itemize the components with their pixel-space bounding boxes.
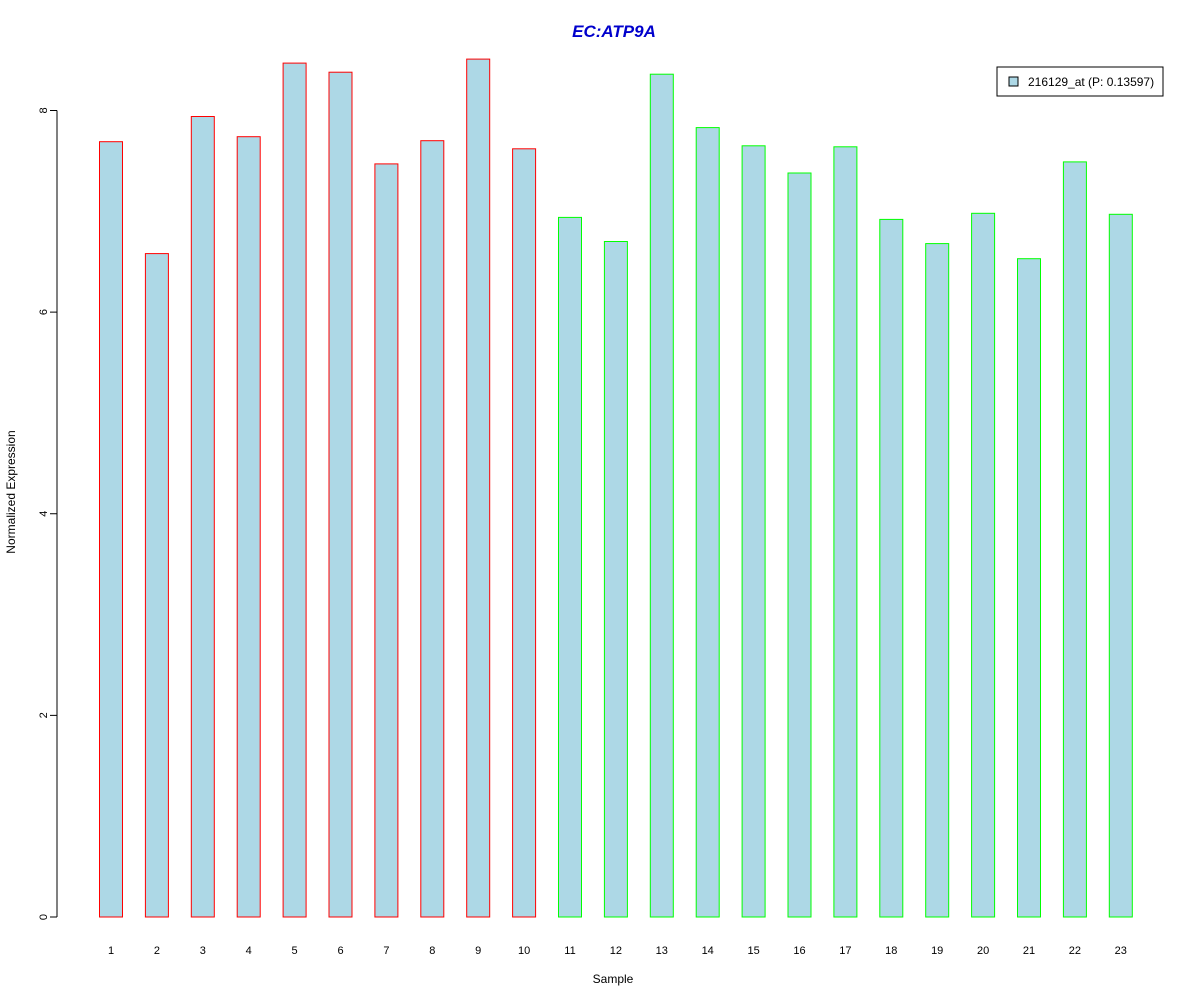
bar-sample-19 <box>925 243 950 918</box>
legend-swatch <box>1008 76 1019 87</box>
bar-sample-20 <box>971 212 996 918</box>
x-tick-label: 11 <box>564 945 575 957</box>
x-tick-label: 5 <box>292 945 298 957</box>
x-tick-label: 3 <box>200 945 206 957</box>
x-tick-label: 16 <box>793 945 805 957</box>
bar-sample-9 <box>466 58 491 918</box>
y-axis: 0 2 4 6 8 <box>38 107 58 920</box>
bar-sample-2 <box>144 253 169 918</box>
x-tick-label: 14 <box>702 945 714 957</box>
bar-sample-17 <box>833 146 858 918</box>
x-tick-label: 6 <box>337 945 343 957</box>
x-tick-label: 1 <box>108 945 114 957</box>
y-tick-label: 2 <box>38 712 50 718</box>
x-tick-labels: 1 2 3 4 5 6 7 8 9 10 11 12 13 14 15 16 17 18 19 20 21 22 23 <box>108 945 1127 957</box>
x-axis-label: Sample <box>593 972 634 986</box>
bar-sample-16 <box>787 172 812 918</box>
y-tick-label: 0 <box>38 914 50 920</box>
bar-sample-4 <box>236 136 261 918</box>
y-tick-label: 8 <box>38 107 50 113</box>
x-tick-label: 23 <box>1115 945 1127 957</box>
legend-label: 216129_at (P: 0.13597) <box>1028 75 1154 89</box>
bar-sample-11 <box>558 216 582 918</box>
bar-sample-5 <box>282 62 307 918</box>
bar-sample-22 <box>1062 161 1087 918</box>
bar-sample-23 <box>1108 213 1133 918</box>
legend: 216129_at (P: 0.13597) <box>996 66 1164 97</box>
x-tick-label: 21 <box>1023 945 1035 957</box>
bar-sample-15 <box>741 145 766 918</box>
x-tick-label: 22 <box>1069 945 1081 957</box>
x-tick-label: 2 <box>154 945 160 957</box>
bar-sample-18 <box>879 218 904 918</box>
bar-sample-6 <box>328 71 353 918</box>
bar-sample-10 <box>512 148 537 918</box>
bar-sample-12 <box>603 241 628 918</box>
x-tick-label: 13 <box>656 945 668 957</box>
chart-title: EC:ATP9A <box>572 22 656 41</box>
y-tick-label: 4 <box>38 511 50 517</box>
x-tick-label: 7 <box>383 945 389 957</box>
bar-sample-3 <box>190 116 215 918</box>
x-tick-label: 19 <box>931 945 943 957</box>
x-tick-label: 18 <box>885 945 897 957</box>
x-tick-label: 15 <box>747 945 759 957</box>
bar-sample-13 <box>649 73 674 918</box>
y-axis-label: Normalized Expression <box>4 430 18 553</box>
x-tick-label: 10 <box>518 945 530 957</box>
x-tick-label: 9 <box>475 945 481 957</box>
bar-sample-14 <box>695 127 720 918</box>
legend-box <box>996 66 1164 97</box>
bar-sample-8 <box>420 140 445 918</box>
x-tick-label: 4 <box>246 945 252 957</box>
bar-sample-1 <box>99 141 123 918</box>
x-tick-label: 20 <box>977 945 989 957</box>
x-tick-label: 8 <box>429 945 435 957</box>
bar-sample-7 <box>374 163 399 918</box>
x-tick-label: 12 <box>610 945 622 957</box>
bars-group <box>99 58 1133 918</box>
bar-sample-21 <box>1017 258 1041 918</box>
y-tick-label: 6 <box>38 309 50 315</box>
x-tick-label: 17 <box>839 945 851 957</box>
